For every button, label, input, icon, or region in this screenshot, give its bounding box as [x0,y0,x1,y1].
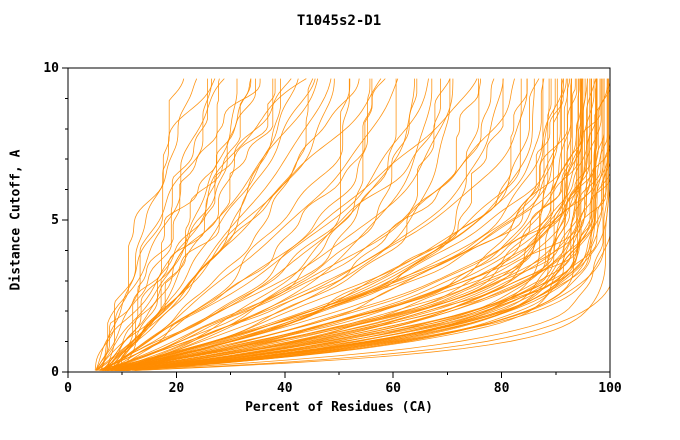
x-tick-label: 100 [598,381,622,396]
gdt-curve [111,78,581,371]
gdt-curve [122,78,252,371]
plot-title: T1045s2-D1 [296,13,382,29]
x-axis-label: Percent of Residues (CA) [245,400,433,415]
gdt-curve [100,78,198,371]
gdt-curve [104,78,597,371]
y-tick-label: 5 [51,213,59,228]
gdt-curve [112,78,299,371]
x-tick-label: 40 [277,381,293,396]
x-tick-label: 0 [64,381,72,396]
gdt-curve [117,78,552,371]
gdt-curve [113,78,386,371]
gdt-curve [105,78,220,371]
gdt-curve [114,78,601,371]
gdt-curve [111,78,257,371]
y-tick-label: 10 [43,61,59,76]
gdt-curve [101,78,545,371]
gdt-curve [106,78,608,371]
gdt-curve [104,78,397,371]
gdt-curve [107,78,360,371]
gdt-curve [116,78,540,371]
gdt-curve [102,78,314,371]
gdt-curve [106,78,564,371]
gdt-curve [110,78,580,371]
x-tick-label: 60 [385,381,401,396]
gdt-curve [102,78,478,371]
gdt-curve [95,78,307,371]
gdt-curve [106,78,441,371]
gdt-curve [123,78,610,371]
gdt-curve [104,78,611,371]
gdt-curve [94,78,185,371]
gdt-curve [116,78,276,371]
gdt-curve [117,78,209,371]
y-tick-label: 0 [51,365,59,380]
y-axis-label: Distance Cutoff, A [8,149,24,291]
gdt-curve [100,78,225,371]
gdt-curve [106,78,252,371]
gdt-curve [101,78,567,371]
gdt-curve [96,78,382,371]
gdt-curve [108,78,451,371]
gdt-curve [118,78,592,371]
gdt-curve [106,78,216,371]
gdt-curve [118,78,570,371]
gdt-curve [114,78,550,371]
gdt-curve [102,78,481,371]
gdt-curve [112,78,595,371]
gdt-curve [101,78,292,371]
gdt-curve [105,78,373,371]
gdt-curve [107,78,399,371]
gdt-curve [110,78,351,371]
gdt-curve [99,78,528,371]
gdt-curve [134,78,609,371]
gdt-curve [126,78,569,371]
gdt-curve [123,78,608,371]
gdt-curve [115,78,479,371]
gdt-curve [102,78,564,371]
gdt-curve [102,78,429,371]
gdt-curve [119,78,572,371]
gdt-curve [115,78,418,371]
gdt-curve [106,78,586,371]
gdt-curve [108,78,582,371]
gdt-curve [105,78,611,371]
gdt-curve [122,78,579,371]
gdt-curve [104,78,515,371]
gdt-curve [102,78,350,371]
gdt-curve [98,78,454,371]
x-tick-label: 20 [169,381,185,396]
curves [94,78,611,371]
x-tick-label: 80 [494,381,510,396]
axes-ticks [62,67,611,378]
gdt-curve [102,78,281,371]
gdt-curve [98,78,371,371]
gdt-curve [127,78,598,371]
gdt-curve [95,78,261,371]
gdt-curve [107,78,578,371]
gdt-curve [104,78,495,371]
gdt-curve [103,78,597,371]
gdt-curve [106,78,588,371]
gdt-curve [95,78,212,371]
gdt-curve [117,78,572,371]
gdt-curve [104,78,583,371]
gdt-curve [119,78,584,371]
gdt-curve [124,78,605,371]
gdt-curve [96,78,335,371]
